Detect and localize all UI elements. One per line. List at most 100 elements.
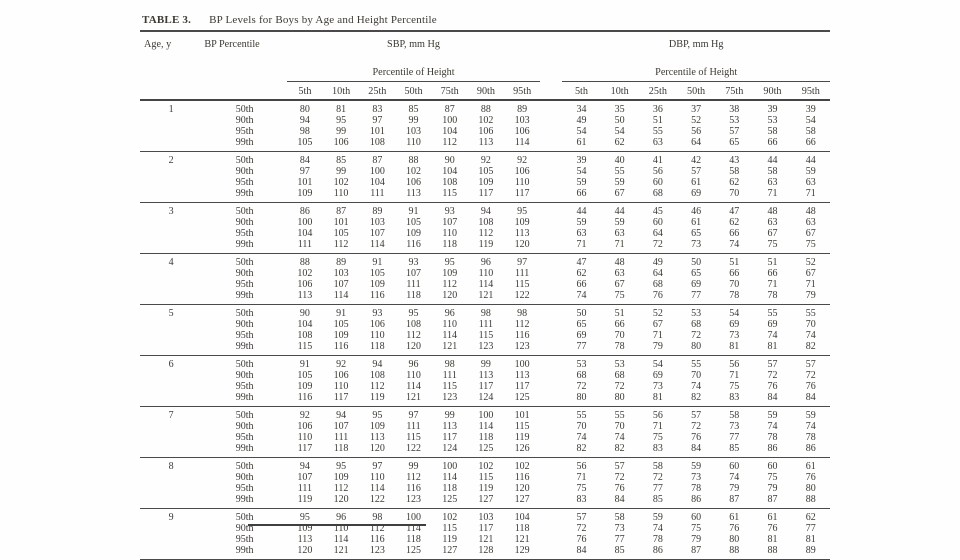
column-gap bbox=[540, 290, 563, 305]
sbp-value-cell: 100 bbox=[297, 217, 313, 228]
dbp-height-tick: 10th bbox=[600, 81, 639, 101]
sbp-value-cell: 96 bbox=[444, 308, 455, 319]
sbp-value-cell: 109 bbox=[406, 228, 422, 239]
sbp-value-cell: 118 bbox=[514, 523, 530, 534]
dbp-value-cell: 66 bbox=[767, 268, 778, 279]
sbp-value-cell: 113 bbox=[395, 188, 432, 203]
table-row: 90th 102 103 105 107 109 110 111 62 63 64 65 66 66 67 bbox=[140, 268, 830, 279]
sbp-value-cell: 104 bbox=[442, 126, 458, 137]
dbp-value-cell: 67 bbox=[652, 319, 663, 330]
sbp-value-cell: 109 bbox=[442, 268, 458, 279]
sbp-value-cell: 110 bbox=[323, 188, 360, 203]
sbp-value-cell: 126 bbox=[504, 443, 541, 458]
sbp-value-cell: 121 bbox=[431, 341, 468, 356]
sbp-value-cell: 121 bbox=[467, 290, 505, 305]
sbp-value-cell: 100 bbox=[406, 512, 422, 523]
sbp-value-cell: 103 bbox=[406, 126, 422, 137]
sbp-value-cell: 103 bbox=[514, 115, 530, 126]
sbp-value-cell: 96 bbox=[480, 257, 491, 268]
bp-levels-table: Age, y BP Percentile SBP, mm Hg DBP, mm … bbox=[140, 34, 830, 560]
dbp-value-cell: 75 bbox=[729, 381, 740, 392]
sbp-value-cell: 106 bbox=[297, 279, 313, 290]
bp-percentile-cell: 99th bbox=[202, 188, 287, 203]
sbp-value-cell: 112 bbox=[406, 472, 421, 483]
sbp-value-cell: 92 bbox=[299, 410, 310, 421]
sbp-value-cell: 102 bbox=[478, 115, 494, 126]
sbp-height-tick: 25th bbox=[359, 81, 396, 101]
table-row: 90th 107 109 110 112 114 115 116 71 72 72 73 74 75 76 bbox=[140, 472, 830, 483]
sbp-value-cell: 95 bbox=[336, 461, 347, 472]
sbp-value-cell: 83 bbox=[372, 104, 383, 115]
dbp-value-cell: 57 bbox=[614, 461, 625, 472]
dbp-value-cell: 87 bbox=[715, 494, 754, 509]
dbp-value-cell: 55 bbox=[576, 410, 587, 421]
age-cell: 1 bbox=[140, 100, 203, 152]
column-gap bbox=[540, 392, 563, 407]
dbp-value-cell: 84 bbox=[562, 545, 601, 560]
sbp-value-cell: 113 bbox=[442, 421, 458, 432]
age-cell: 7 bbox=[140, 406, 203, 458]
table-row: 95th 109 110 112 114 115 117 117 72 72 73 74 75 76 76 bbox=[140, 381, 830, 392]
bp-percentile-cell: 95th bbox=[235, 228, 254, 239]
dbp-value-cell: 79 bbox=[767, 483, 778, 494]
dbp-value-cell: 54 bbox=[576, 166, 587, 177]
dbp-value-cell: 85 bbox=[638, 494, 677, 509]
dbp-height-percentile-header: Percentile of Height bbox=[562, 61, 830, 82]
sbp-value-cell: 123 bbox=[467, 341, 505, 356]
dbp-value-cell: 61 bbox=[767, 512, 778, 523]
sbp-value-cell: 92 bbox=[517, 155, 528, 166]
table-row: 6 50th 91 92 94 96 98 99 100 53 53 54 55 56 57 57 bbox=[140, 355, 830, 407]
table-row: 90th 97 99 100 102 104 105 106 54 55 56 57 58 58 59 bbox=[140, 166, 830, 177]
sbp-value-cell: 119 bbox=[478, 483, 494, 494]
dbp-value-cell: 73 bbox=[729, 421, 740, 432]
dbp-value-cell: 64 bbox=[676, 137, 716, 152]
sbp-value-cell: 111 bbox=[297, 483, 313, 494]
column-gap bbox=[540, 319, 562, 330]
dbp-value-cell: 72 bbox=[691, 421, 702, 432]
sbp-value-cell: 115 bbox=[514, 279, 530, 290]
bp-percentile-cell: 99th bbox=[202, 494, 287, 509]
sbp-value-cell: 109 bbox=[333, 330, 349, 341]
sbp-value-cell: 86 bbox=[299, 206, 310, 217]
sbp-value-cell: 118 bbox=[442, 483, 458, 494]
dbp-value-cell: 76 bbox=[638, 290, 677, 305]
sbp-value-cell: 110 bbox=[395, 137, 432, 152]
sbp-value-cell: 111 bbox=[442, 370, 457, 381]
sbp-value-cell: 113 bbox=[370, 432, 385, 443]
dbp-value-cell: 60 bbox=[691, 512, 702, 523]
sbp-value-cell: 112 bbox=[406, 330, 421, 341]
bp-percentile-cell: 90th bbox=[235, 472, 254, 483]
sbp-value-cell: 95 bbox=[336, 115, 347, 126]
dbp-value-cell: 60 bbox=[652, 217, 663, 228]
dbp-value-cell: 55 bbox=[691, 359, 702, 370]
dbp-value-cell: 70 bbox=[715, 188, 754, 203]
table-row: 99th 105 106 108 110 112 113 114 61 62 63 64 65 66 66 bbox=[140, 137, 830, 152]
sbp-value-cell: 115 bbox=[442, 381, 458, 392]
sbp-value-cell: 112 bbox=[442, 279, 458, 290]
dbp-value-cell: 85 bbox=[600, 545, 639, 560]
dbp-value-cell: 50 bbox=[691, 257, 702, 268]
sbp-value-cell: 111 bbox=[478, 319, 494, 330]
table-row: 95th 111 112 114 116 118 119 120 75 76 77 78 79 79 80 bbox=[140, 483, 830, 494]
dbp-value-cell: 74 bbox=[715, 239, 754, 254]
dbp-value-cell: 77 bbox=[676, 290, 716, 305]
dbp-value-cell: 63 bbox=[638, 137, 677, 152]
dbp-value-cell: 72 bbox=[638, 239, 677, 254]
sbp-value-cell: 111 bbox=[406, 279, 421, 290]
table-title: BP Levels for Boys by Age and Height Per… bbox=[209, 14, 437, 26]
sbp-value-cell: 109 bbox=[297, 381, 313, 392]
bp-percentile-cell: 95th bbox=[235, 330, 254, 341]
dbp-value-cell: 69 bbox=[652, 370, 663, 381]
sbp-value-cell: 116 bbox=[359, 290, 396, 305]
dbp-value-cell: 52 bbox=[652, 308, 663, 319]
dbp-value-cell: 59 bbox=[805, 166, 816, 177]
table-body: 1 50th 80 81 83 85 87 88 89 34 35 36 37 38 39 39 90th 94 9… bbox=[140, 100, 830, 560]
dbp-value-cell: 68 bbox=[614, 370, 625, 381]
sbp-value-cell: 98 bbox=[372, 512, 383, 523]
sbp-value-cell: 107 bbox=[333, 421, 349, 432]
dbp-height-tick: 50th bbox=[676, 81, 716, 101]
sbp-value-cell: 100 bbox=[442, 461, 458, 472]
dbp-value-cell: 57 bbox=[729, 126, 740, 137]
bp-percentile-cell: 95th bbox=[235, 483, 254, 494]
dbp-value-cell: 67 bbox=[614, 279, 625, 290]
